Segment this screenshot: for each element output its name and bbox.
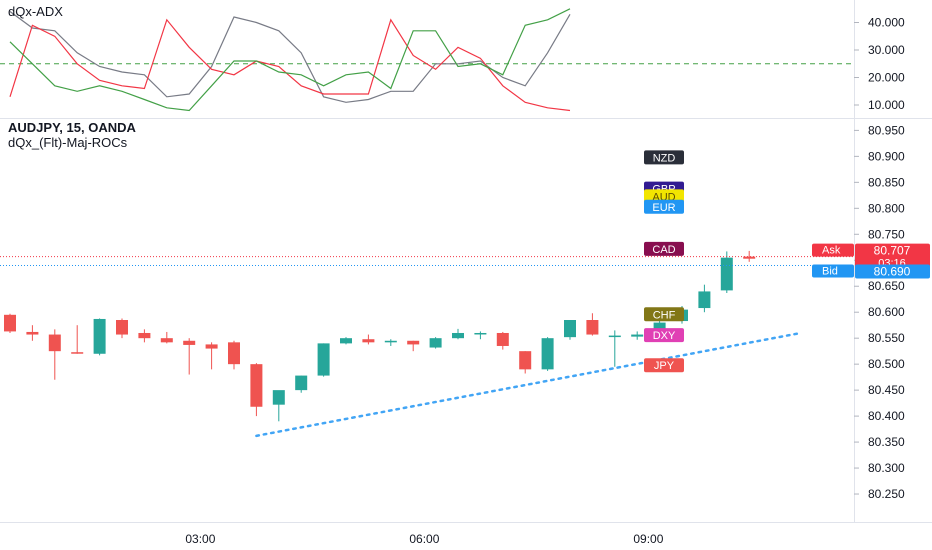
candle-body [340,338,352,344]
currency-label-text: NZD [653,152,676,164]
price-y-tick-label: 80.600 [868,305,905,319]
candle-body [183,340,196,345]
candle-body [496,332,509,346]
candle-body [586,320,599,335]
adx-y-tick-label: 10.000 [868,98,905,112]
price-y-tick-label: 80.900 [868,149,905,163]
currency-label-text: EUR [652,202,675,214]
candle-body [362,339,375,343]
time-axis-label: 09:00 [633,532,663,546]
currency-label-jpy [644,358,684,373]
currency-label-text: DXY [653,330,676,342]
candle-body [519,351,532,370]
ask-tag [812,243,854,257]
indicator-subtitle: dQx_(Flt)-Maj-ROCs [8,135,128,150]
candle-body [160,338,173,343]
bid-tag [812,264,854,278]
candle-body [250,364,263,407]
time-axis-label: 03:00 [185,532,215,546]
candle-body [205,344,218,349]
price-axis[interactable]: 40.000 30.000 20.000 10.000 80.950 80.900 80.8… [812,0,930,522]
candle-body [116,320,128,335]
candle-body [93,318,106,354]
adx-pane [0,8,854,112]
adx-y-tick-label: 20.000 [868,71,905,85]
candle-body [429,338,442,348]
adx-series-line [9,11,571,103]
currency-label-chf [644,307,684,322]
candle-body [698,291,711,309]
candle-body [608,335,621,338]
price-pane: NZDGBPAUDEURCADCHFDXYJPY [0,150,854,438]
candle-body [26,331,39,335]
price-y-tick-label: 80.300 [868,461,905,475]
adx-series-line [9,18,571,112]
candle-body [295,375,308,391]
currency-label-dxy [644,328,684,343]
candle-body [384,340,397,343]
currency-label-text: CAD [652,244,675,256]
price-y-tick-label: 80.850 [868,175,905,189]
candle-body [407,340,420,345]
currency-label-cad [644,241,684,256]
ask-tag-label: Ask [822,245,841,257]
currency-label-eur [644,199,684,214]
bid-tag-label: Bid [822,265,838,277]
time-axis-label: 06:00 [409,532,439,546]
price-y-tick-label: 80.750 [868,227,905,241]
price-y-tick-label: 80.400 [868,409,905,423]
adx-y-tick-label: 30.000 [868,43,905,57]
currency-label-text: CHF [653,309,676,321]
ask-price: 80.707 [874,244,911,258]
candle-body [564,320,576,338]
adx-series-line [9,8,571,112]
trendline [255,331,802,438]
candle-body [272,390,285,405]
candle-body [474,332,487,335]
time-axis[interactable]: 03:00 06:00 09:00 [0,522,932,547]
price-y-tick-label: 80.250 [868,487,905,501]
adx-title: dQx-ADX [8,4,63,19]
candle-body [541,338,554,370]
candle-body [317,343,330,376]
price-y-tick-label: 80.450 [868,383,905,397]
price-y-tick-label: 80.650 [868,279,905,293]
candle-body [452,332,464,339]
currency-label-nzd [644,150,684,165]
adx-y-tick-label: 40.000 [868,16,905,30]
candle-body [48,334,61,352]
candle-body [228,342,240,365]
price-y-tick-label: 80.500 [868,357,905,371]
candle-body [631,334,644,337]
candle-body [720,257,733,291]
currency-label-text: JPY [654,360,675,372]
symbol-title: AUDJPY, 15, OANDA [8,120,136,135]
candle-body [743,256,756,259]
price-y-tick-label: 80.550 [868,331,905,345]
candle-body [138,332,151,339]
bid-price-tag [855,264,930,279]
candle-body [71,352,84,354]
bid-price: 80.690 [874,264,911,278]
price-y-tick-label: 80.950 [868,123,905,137]
price-y-tick-label: 80.800 [868,201,905,215]
candle-body [4,314,16,332]
ask-price-tag [855,243,930,270]
price-y-tick-label: 80.350 [868,435,905,449]
candle-body [653,322,666,333]
